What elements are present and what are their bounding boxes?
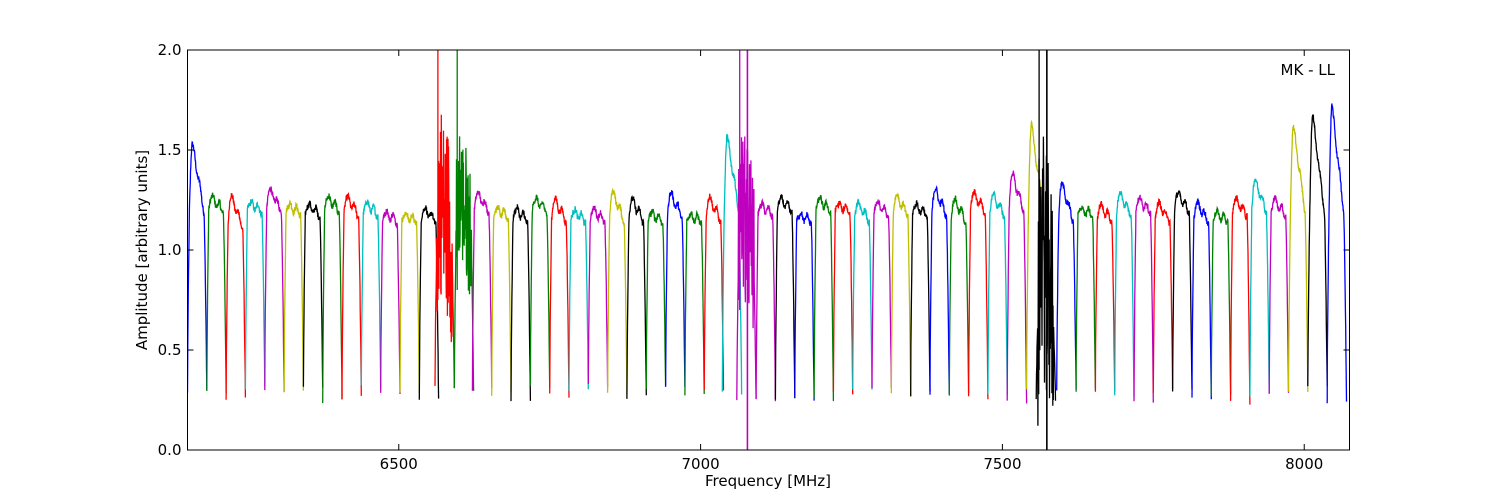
series-line-42 xyxy=(987,190,1008,396)
series-line-10 xyxy=(380,208,401,395)
series-line-54 xyxy=(1210,205,1232,397)
series-line-49 xyxy=(1114,191,1135,397)
series-line-19 xyxy=(549,195,570,398)
series-line-0 xyxy=(187,140,208,393)
series-line-55 xyxy=(1229,195,1251,405)
series-line-59 xyxy=(1307,114,1328,387)
series-line-7 xyxy=(322,193,343,404)
series-line-22 xyxy=(606,187,628,394)
series-line-37 xyxy=(890,192,912,397)
series-line-11 xyxy=(399,211,420,394)
x-tick-label: 6500 xyxy=(380,455,418,473)
x-tick-label: 7500 xyxy=(983,455,1021,473)
y-tick-label: 0.0 xyxy=(158,441,182,459)
series-line-18 xyxy=(529,194,551,388)
axes-layer: 6500 7000 7500 8000 0.0 0.5 1.0 1.5 2.0 xyxy=(158,41,1350,473)
y-tick-label: 2.0 xyxy=(158,41,182,59)
series-line-35 xyxy=(852,198,873,390)
series-line-6 xyxy=(302,200,324,388)
series-line-12 xyxy=(418,205,440,400)
series-line-30 xyxy=(755,197,777,402)
series-line-5 xyxy=(283,199,305,393)
series-line-20 xyxy=(568,206,589,391)
series-line-3 xyxy=(244,198,266,390)
series-line-26 xyxy=(684,209,705,396)
series-line-25 xyxy=(664,190,686,388)
series-line-52 xyxy=(1171,189,1193,392)
series-line-47 xyxy=(1075,205,1097,392)
series-line-34 xyxy=(832,200,854,395)
x-tick-label: 7000 xyxy=(681,455,719,473)
x-axis-label: Frequency [MHz] xyxy=(705,472,831,490)
series-line-24 xyxy=(645,208,667,389)
series-line-50 xyxy=(1133,194,1154,403)
series-line-21 xyxy=(587,205,609,388)
series-line-38 xyxy=(910,199,931,397)
series-line-48 xyxy=(1094,200,1116,392)
series-line-2 xyxy=(225,192,247,400)
series-line-31 xyxy=(774,194,796,400)
y-tick-label: 0.5 xyxy=(158,341,182,359)
series-line-17 xyxy=(510,204,532,402)
series-line-40 xyxy=(948,195,970,396)
y-tick-label: 1.0 xyxy=(158,241,182,259)
series-line-57 xyxy=(1268,195,1290,394)
series-line-36 xyxy=(871,199,892,389)
series-line-53 xyxy=(1191,197,1212,400)
series-line-9 xyxy=(360,199,382,389)
series-line-23 xyxy=(626,194,647,399)
series-line-16 xyxy=(491,205,512,396)
series-line-32 xyxy=(794,211,815,401)
series-layer xyxy=(187,50,1348,450)
series-line-39 xyxy=(929,185,950,395)
y-axis-label: Amplitude [arbitrary units] xyxy=(133,150,151,350)
series-line-41 xyxy=(967,189,989,400)
series-line-56 xyxy=(1249,178,1270,397)
y-tick-label: 1.5 xyxy=(158,141,182,159)
series-line-8 xyxy=(341,192,362,400)
series-line-1 xyxy=(206,192,227,394)
series-line-43 xyxy=(1006,169,1028,404)
series-line-4 xyxy=(264,186,285,393)
series-line-58 xyxy=(1287,124,1309,392)
series-line-33 xyxy=(813,194,835,402)
series-line-46 xyxy=(1056,181,1077,391)
annotation-label: MK - LL xyxy=(1281,61,1336,79)
series-line-51 xyxy=(1152,197,1174,393)
series-line-27 xyxy=(703,193,725,391)
series-line-15 xyxy=(471,190,493,391)
series-line-60 xyxy=(1326,103,1348,404)
x-tick-label: 8000 xyxy=(1285,455,1323,473)
